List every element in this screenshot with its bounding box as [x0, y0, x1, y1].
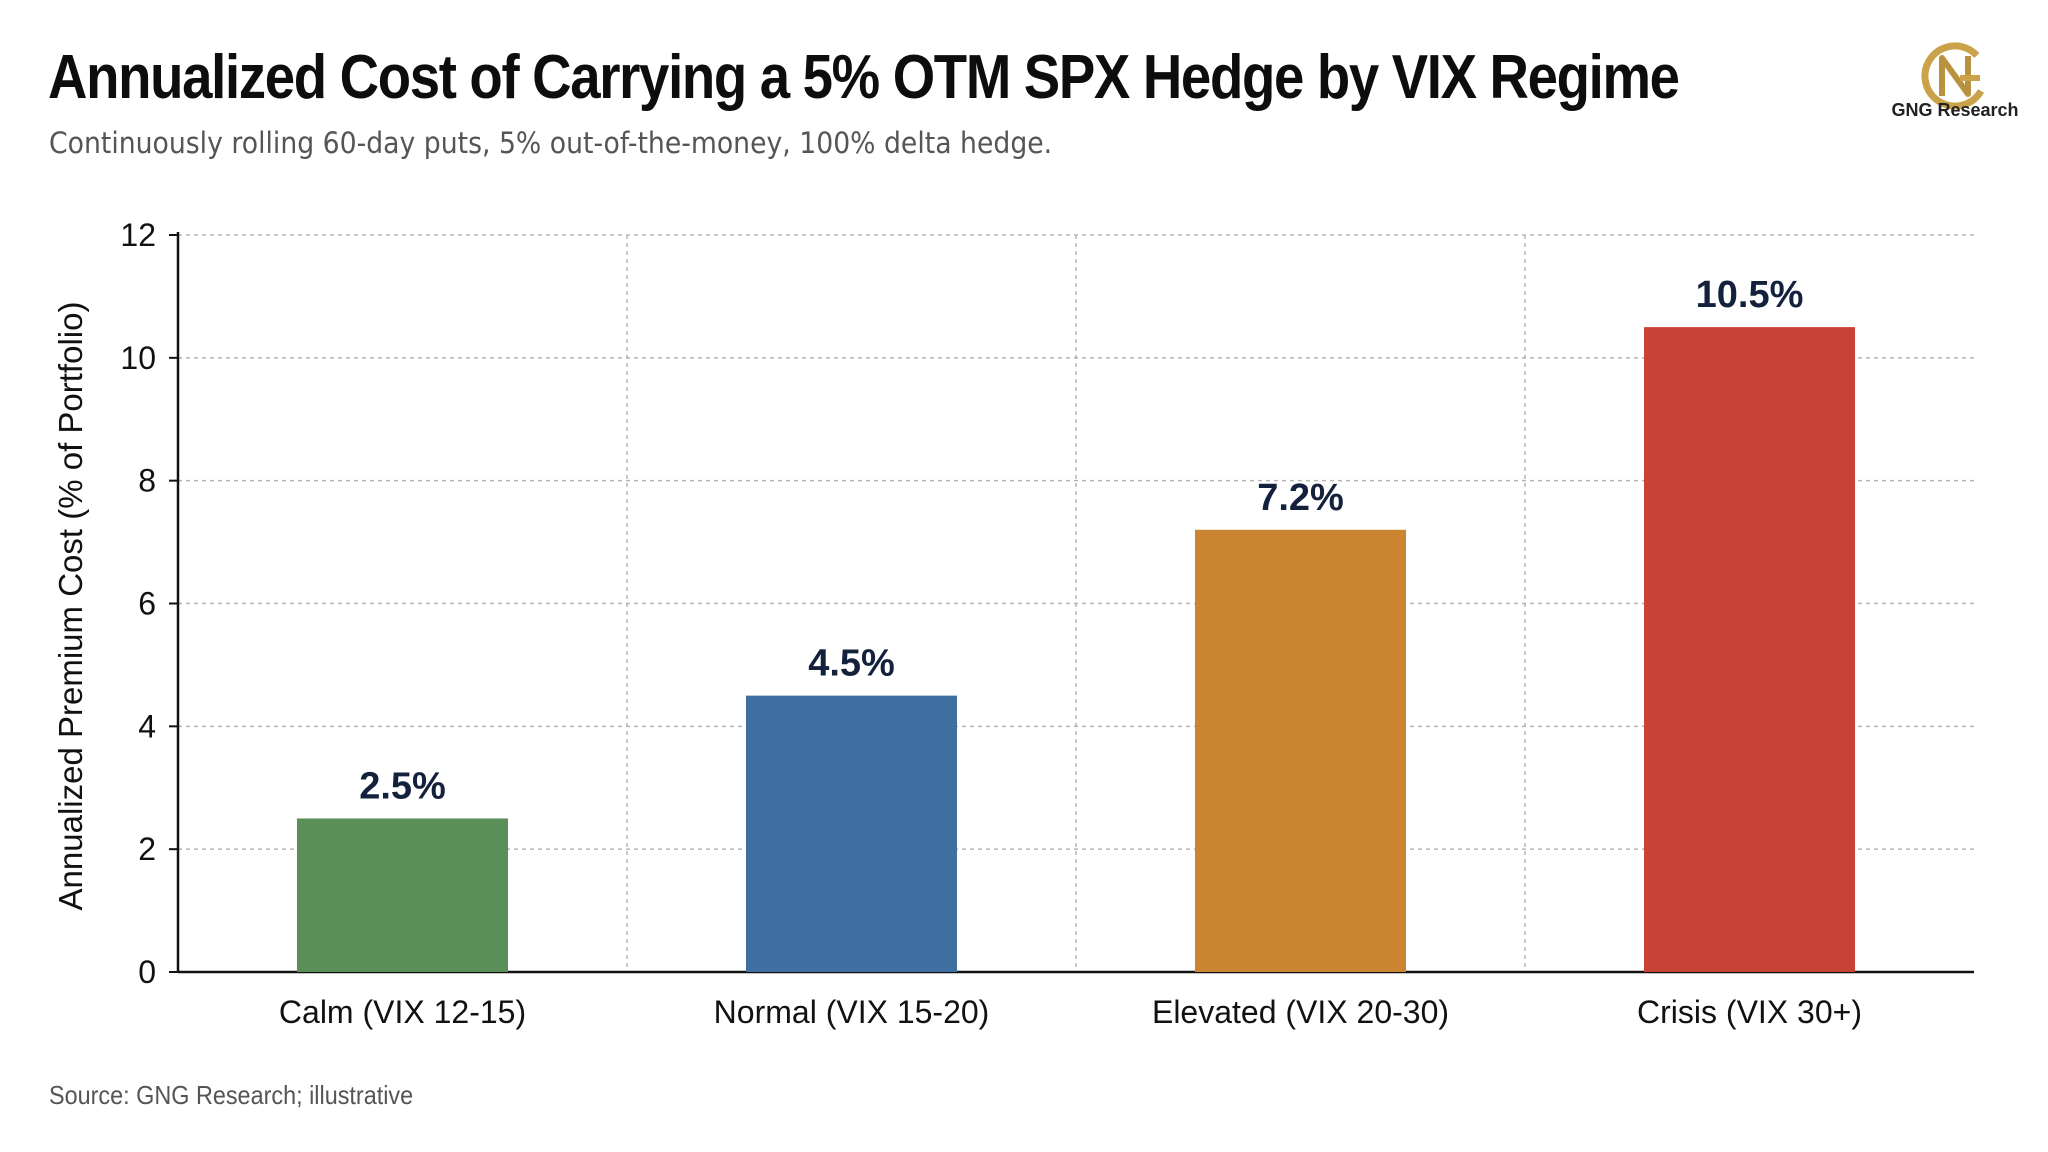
- bar: [1194, 529, 1407, 972]
- chart-subtitle: Continuously rolling 60-day puts, 5% out…: [49, 126, 1053, 160]
- y-tick-label: 2: [138, 831, 156, 867]
- bar: [1643, 327, 1856, 972]
- labels: 0 2 4 6 8 10 12 2.5% Calm (VIX 12-15) 4.5% Normal …: [120, 217, 1862, 1030]
- y-tick-label: 8: [138, 463, 156, 499]
- y-axis-title: Annualized Premium Cost (% of Portfolio): [52, 302, 89, 911]
- gng-monogram-icon: [1921, 42, 1989, 110]
- x-category-label: Crisis (VIX 30+): [1637, 994, 1862, 1030]
- logo-text: GNG Research: [1891, 100, 2019, 120]
- y-tick-label: 4: [138, 708, 156, 744]
- bar-value-label: 10.5%: [1696, 274, 1804, 316]
- x-category-label: Calm (VIX 12-15): [279, 994, 526, 1030]
- bar-value-label: 4.5%: [808, 643, 895, 685]
- chart-title: Annualized Cost of Carrying a 5% OTM SPX…: [48, 43, 1680, 112]
- x-category-label: Elevated (VIX 20-30): [1152, 994, 1449, 1030]
- source-note: Source: GNG Research; illustrative: [49, 1080, 414, 1110]
- y-tick-label: 10: [120, 340, 156, 376]
- y-tick-label: 6: [138, 586, 156, 622]
- y-tick-label: 0: [138, 954, 156, 990]
- bar: [296, 818, 509, 972]
- y-tick-label: 12: [120, 217, 156, 253]
- bars: [296, 327, 1856, 972]
- bar: [745, 695, 958, 972]
- bar-value-label: 2.5%: [359, 765, 446, 807]
- x-category-label: Normal (VIX 15-20): [714, 994, 990, 1030]
- bar-value-label: 7.2%: [1257, 477, 1344, 519]
